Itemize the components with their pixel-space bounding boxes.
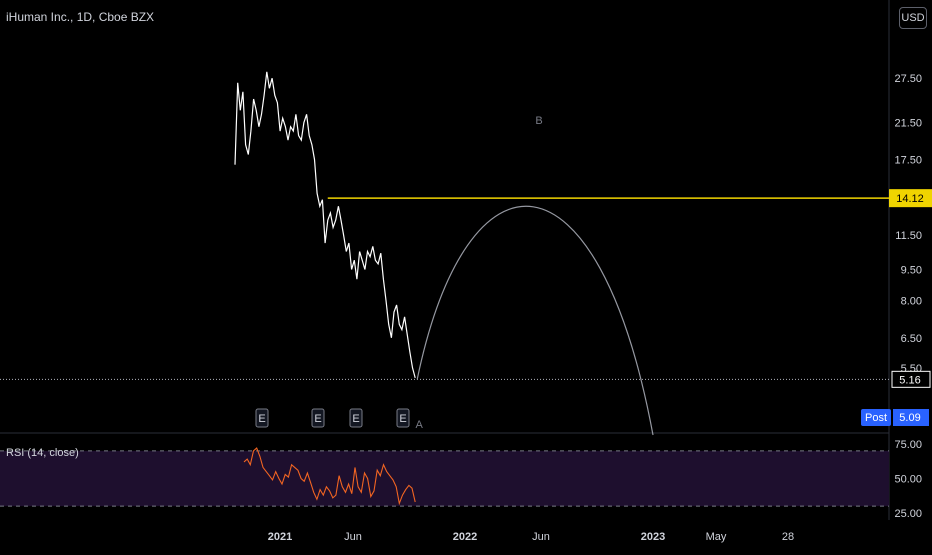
earnings-marker[interactable] (255, 408, 269, 428)
price-tick-label: 21.50 (894, 117, 922, 129)
arc-drawing[interactable] (416, 205, 654, 436)
time-axis-label: May (706, 531, 727, 543)
level-price-tag (889, 189, 932, 208)
rsi-tick-label: 75.00 (894, 439, 922, 451)
arc-peak-label: B (535, 115, 542, 127)
rsi-title: RSI (14, close) (6, 447, 79, 459)
time-axis-label: 2023 (641, 531, 665, 543)
earnings-marker[interactable] (311, 408, 325, 428)
symbol-title: iHuman Inc., 1D, Cboe BZX (6, 10, 155, 24)
price-tick-label: 9.50 (901, 264, 922, 276)
post-badge (861, 409, 891, 426)
post-price-tag (893, 409, 929, 426)
time-axis-label: Jun (532, 531, 550, 543)
earnings-marker-label: E (258, 413, 265, 425)
level-price-tag-label: 14.12 (896, 193, 924, 205)
rsi-band (0, 450, 889, 507)
currency-button[interactable]: USD (899, 7, 927, 29)
price-tick-label: 27.50 (894, 73, 922, 85)
earnings-marker[interactable] (396, 408, 410, 428)
last-price-tag (891, 370, 931, 388)
price-tick-label: 11.50 (895, 230, 922, 242)
time-axis-label: Jun (344, 531, 362, 543)
rsi-tick-label: 25.00 (894, 508, 922, 520)
price-tick-label: 8.00 (901, 295, 922, 307)
time-axis-label: 28 (782, 531, 794, 543)
earnings-marker-label: E (399, 413, 406, 425)
post-badge-label: Post (865, 412, 887, 424)
earnings-marker-label: E (352, 413, 359, 425)
price-line[interactable] (234, 71, 416, 379)
price-tick-label: 17.50 (894, 155, 922, 167)
rsi-line[interactable] (243, 447, 416, 506)
earnings-marker-label: E (314, 413, 321, 425)
rsi-tick-label: 50.00 (894, 474, 922, 486)
time-axis-label: 2022 (453, 531, 477, 543)
price-tick-label: 6.50 (901, 333, 922, 345)
time-axis-label: 2021 (268, 531, 292, 543)
post-price-tag-label: 5.09 (899, 412, 920, 424)
last-price-tag-label: 5.16 (899, 374, 920, 386)
arc-start-label: A (416, 419, 424, 431)
earnings-marker[interactable] (349, 408, 363, 428)
